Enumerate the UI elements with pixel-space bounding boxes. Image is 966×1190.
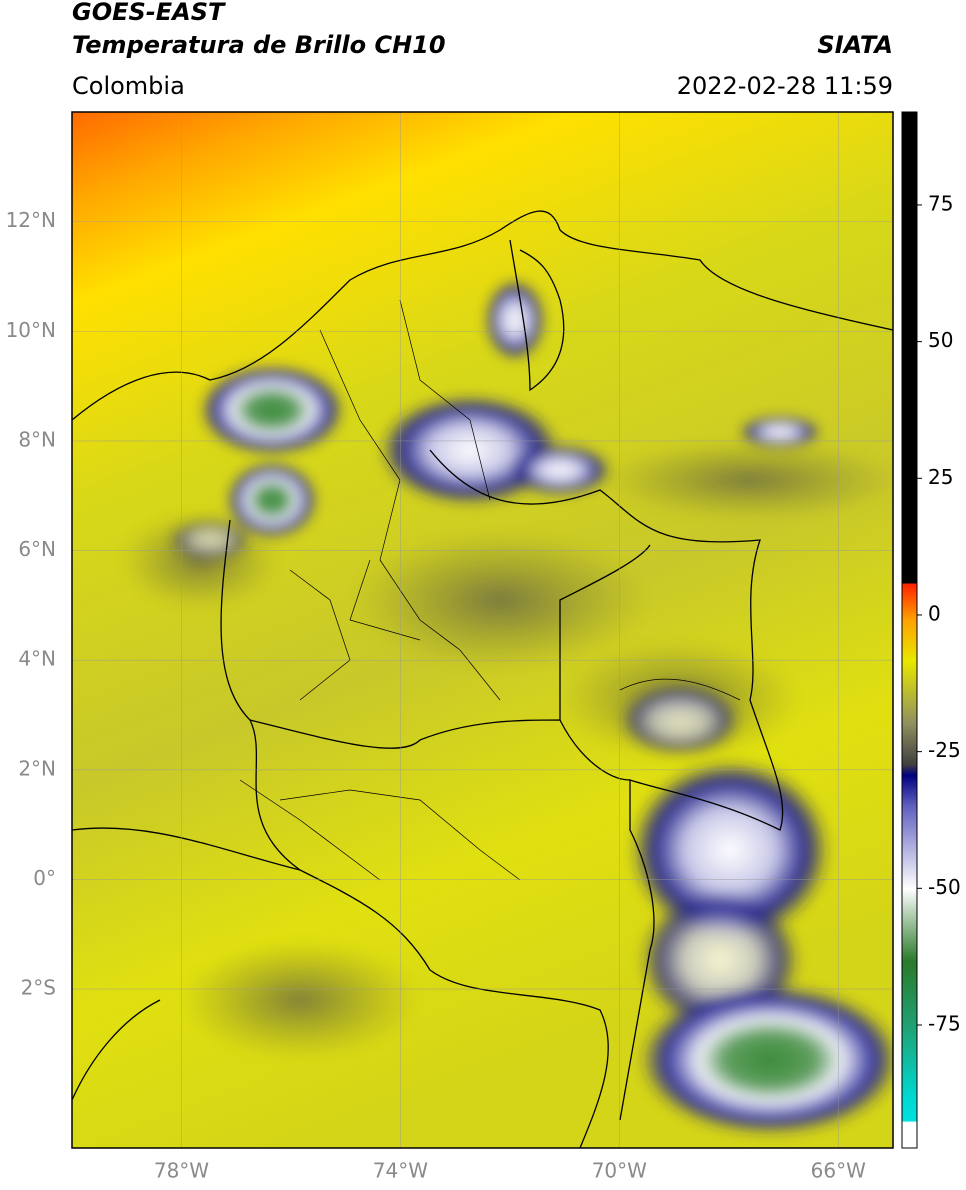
lat-tick-label: 8°N <box>18 427 56 451</box>
subtitle: Temperatura de Brillo CH10 <box>72 31 446 59</box>
lon-tick-label: 70°W <box>592 1159 647 1183</box>
lat-tick-label: 2°N <box>18 756 56 780</box>
title: GOES-EAST <box>72 0 226 26</box>
map-frame <box>71 111 894 1149</box>
lat-tick-label: 10°N <box>6 318 56 342</box>
colorbar <box>901 111 918 1149</box>
lat-tick-label: 6°N <box>18 537 56 561</box>
lon-tick-label: 66°W <box>811 1159 866 1183</box>
source: SIATA <box>817 31 893 59</box>
colorbar-tick-label: -50 <box>928 875 961 899</box>
lon-tick-label: 78°W <box>154 1159 209 1183</box>
lon-tick-label: 74°W <box>373 1159 428 1183</box>
colorbar-tick-label: 75 <box>928 191 953 215</box>
colorbar-tick-label: 25 <box>928 465 953 489</box>
region: Colombia <box>72 72 185 100</box>
colorbar-tick-label: -75 <box>928 1011 961 1035</box>
lat-tick-label: 0° <box>33 866 56 890</box>
datetime: 2022-02-28 11:59 <box>677 72 893 100</box>
colorbar-tick-label: 50 <box>928 328 953 352</box>
borders <box>72 210 893 1148</box>
departments <box>239 299 741 881</box>
lat-tick-label: 12°N <box>6 208 56 232</box>
lat-tick-label: 2°S <box>21 976 56 1000</box>
graticule <box>72 112 893 1148</box>
lat-tick-label: 4°N <box>18 647 56 671</box>
colorbar-tick-label: -25 <box>928 738 961 762</box>
satellite-image <box>72 112 893 1148</box>
colorbar-tick-label: 0 <box>928 601 941 625</box>
